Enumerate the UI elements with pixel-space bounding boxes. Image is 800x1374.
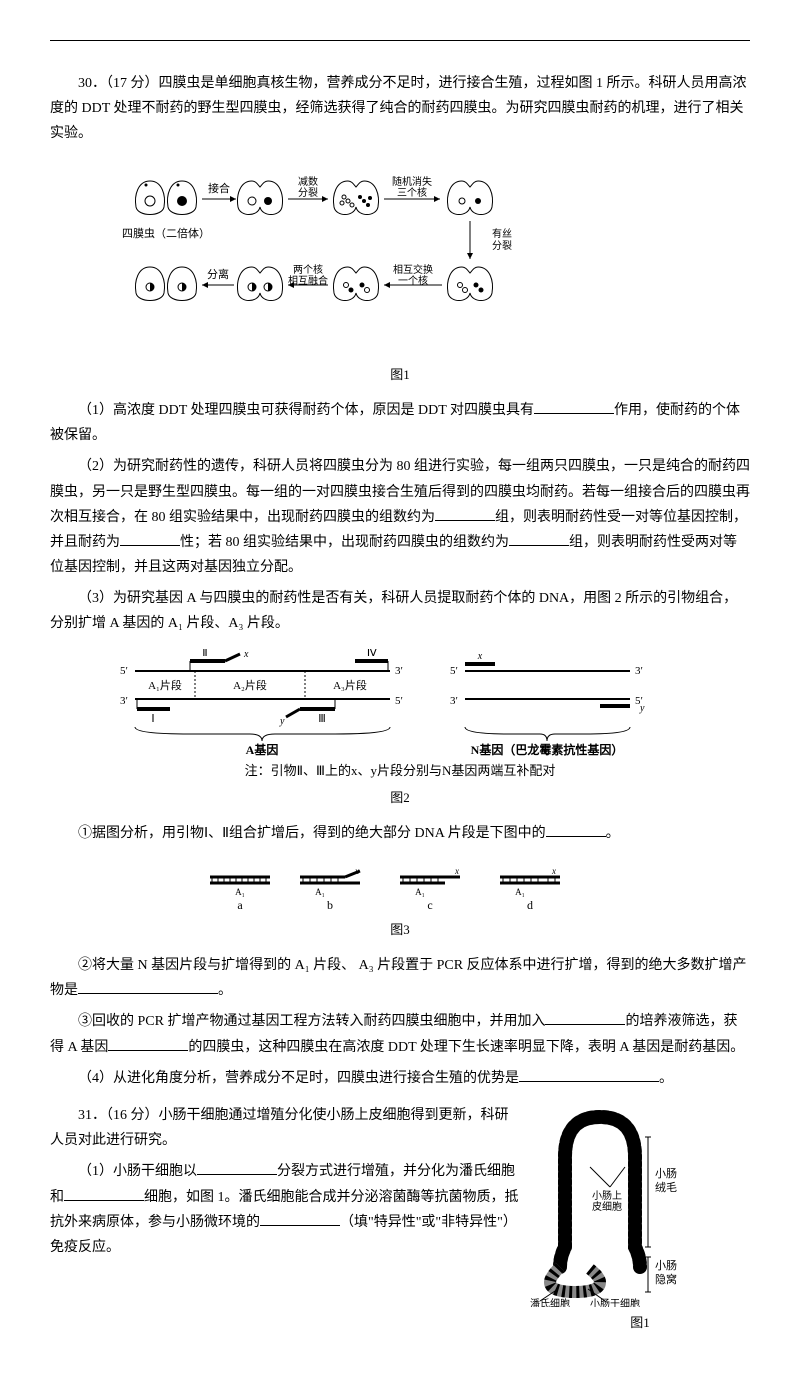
svg-text:随机消失: 随机消失 (392, 175, 432, 188)
q31-fig1-caption: 图1 (530, 1311, 750, 1334)
svg-text:5′: 5′ (450, 665, 458, 677)
svg-text:A₂片段: A₂片段 (233, 678, 267, 692)
q31-intro: 31．（16 分）小肠干细胞通过增殖分化使小肠上皮细胞得到更新，科研人员对此进行… (50, 1103, 520, 1153)
svg-text:隐窝: 隐窝 (655, 1272, 677, 1286)
svg-text:Ⅲ: Ⅲ (318, 713, 326, 725)
svg-text:a: a (237, 898, 243, 912)
q30-p3-1: ①据图分析，用引物Ⅰ、Ⅱ组合扩增后，得到的绝大部分 DNA 片段是下图中的。 (50, 821, 750, 846)
svg-text:x: x (454, 866, 459, 876)
q30-p3-2: ②将大量 N 基因片段与扩增得到的 A₁ 片段、 A₃ 片段置于 PCR 反应体… (50, 953, 750, 1003)
q31-number: 31．（16 分） (78, 1108, 159, 1123)
top-rule (50, 40, 750, 41)
svg-text:3′: 3′ (120, 695, 128, 707)
svg-text:两个核: 两个核 (293, 263, 323, 276)
svg-text:Ⅱ: Ⅱ (202, 649, 207, 659)
q30-figure3: A₁ a A₁ x b A₁ x c A₁ x d 图3 (50, 859, 750, 941)
svg-text:5′: 5′ (120, 665, 128, 677)
blank (545, 1010, 625, 1025)
svg-text:Ⅰ: Ⅰ (151, 713, 154, 725)
svg-text:y: y (639, 703, 645, 714)
svg-text:A₁: A₁ (415, 887, 425, 897)
blank (435, 506, 495, 521)
blank (509, 531, 569, 546)
blank (519, 1067, 659, 1082)
svg-text:y: y (279, 716, 285, 727)
svg-text:3′: 3′ (395, 665, 403, 677)
q31-p1: （1）小肠干细胞以分裂方式进行增殖，并分化为潘氏细胞和细胞，如图 1。潘氏细胞能… (50, 1159, 520, 1260)
svg-text:皮细胞: 皮细胞 (592, 1200, 622, 1213)
svg-text:相互交换: 相互交换 (393, 263, 433, 276)
svg-text:5′: 5′ (395, 695, 403, 707)
svg-text:接合: 接合 (208, 181, 230, 195)
svg-text:A基因: A基因 (246, 742, 279, 757)
q30-p3-3: ③回收的 PCR 扩增产物通过基因工程方法转入耐药四膜虫细胞中，并用加入的培养液… (50, 1009, 750, 1059)
fig2-caption: 图2 (50, 786, 750, 809)
svg-text:3′: 3′ (635, 665, 643, 677)
svg-text:分裂: 分裂 (298, 186, 318, 199)
svg-text:三个核: 三个核 (397, 186, 427, 199)
blank (64, 1186, 144, 1201)
q30-intro: 30．（17 分）四膜虫是单细胞真核生物，营养成分不足时，进行接合生殖，过程如图… (50, 71, 750, 147)
svg-text:分裂: 分裂 (492, 239, 512, 252)
fig3-caption: 图3 (50, 918, 750, 941)
blank (78, 979, 218, 994)
svg-text:有丝: 有丝 (492, 227, 512, 240)
blank (260, 1211, 340, 1226)
svg-text:N基因（巴龙霉素抗性基因）: N基因（巴龙霉素抗性基因） (471, 742, 624, 757)
svg-text:分离: 分离 (207, 267, 229, 281)
q30-figure1: 四膜虫（二倍体） 接合 减数 分裂 随机消失 三个核 有丝 分裂 相互交换 一个… (50, 159, 750, 386)
svg-text:A₃片段: A₃片段 (333, 678, 367, 692)
q30-number: 30．（17 分） (78, 76, 159, 91)
svg-text:小肠干细胞: 小肠干细胞 (590, 1297, 640, 1307)
svg-text:小肠上: 小肠上 (592, 1190, 622, 1202)
svg-text:A₁片段: A₁片段 (148, 678, 182, 692)
svg-text:四膜虫（二倍体）: 四膜虫（二倍体） (122, 226, 210, 240)
blank (120, 531, 180, 546)
blank (108, 1036, 188, 1051)
svg-text:相互融合: 相互融合 (288, 274, 328, 287)
svg-text:A₁: A₁ (515, 887, 525, 897)
svg-text:A₁: A₁ (235, 887, 245, 897)
svg-text:小肠: 小肠 (655, 1167, 677, 1180)
svg-text:b: b (327, 898, 333, 912)
blank (197, 1160, 277, 1175)
svg-text:x: x (551, 866, 556, 876)
q30-p3: （3）为研究基因 A 与四膜虫的耐药性是否有关，科研人员提取耐药个体的 DNA，… (50, 586, 750, 636)
svg-text:c: c (427, 898, 432, 912)
q30-p1: （1）高浓度 DDT 处理四膜虫可获得耐药个体，原因是 DDT 对四膜虫具有作用… (50, 398, 750, 448)
svg-text:小肠: 小肠 (655, 1259, 677, 1272)
blank (534, 399, 614, 414)
q30-figure2: 5′ 3′ 3′ 5′ Ⅱ x Ⅳ Ⅰ y Ⅲ A₁片段 A₂片段 A₃片段 A… (50, 649, 750, 810)
svg-text:x: x (477, 651, 483, 662)
fig1-caption: 图1 (50, 363, 750, 386)
q30-p2: （2）为研究耐药性的遗传，科研人员将四膜虫分为 80 组进行实验，每一组两只四膜… (50, 454, 750, 580)
svg-text:绒毛: 绒毛 (655, 1181, 677, 1194)
svg-text:一个核: 一个核 (398, 274, 428, 287)
svg-text:Ⅳ: Ⅳ (367, 649, 378, 659)
q30-p4: （4）从进化角度分析，营养成分不足时，四膜虫进行接合生殖的优势是。 (50, 1066, 750, 1091)
svg-text:3′: 3′ (450, 695, 458, 707)
blank (546, 822, 606, 837)
q31-figure1: 小肠 绒毛 小肠上 皮细胞 小肠 隐窝 潘氏细胞 小肠干细胞 图1 (530, 1097, 750, 1334)
svg-text:x: x (243, 649, 249, 660)
svg-text:减数: 减数 (298, 175, 318, 188)
fig2-note: 注：引物Ⅱ、Ⅲ上的x、y片段分别与N基因两端互补配对 (50, 759, 750, 782)
svg-text:潘氏细胞: 潘氏细胞 (530, 1297, 570, 1307)
svg-text:d: d (527, 898, 533, 912)
svg-text:A₁: A₁ (315, 887, 325, 897)
